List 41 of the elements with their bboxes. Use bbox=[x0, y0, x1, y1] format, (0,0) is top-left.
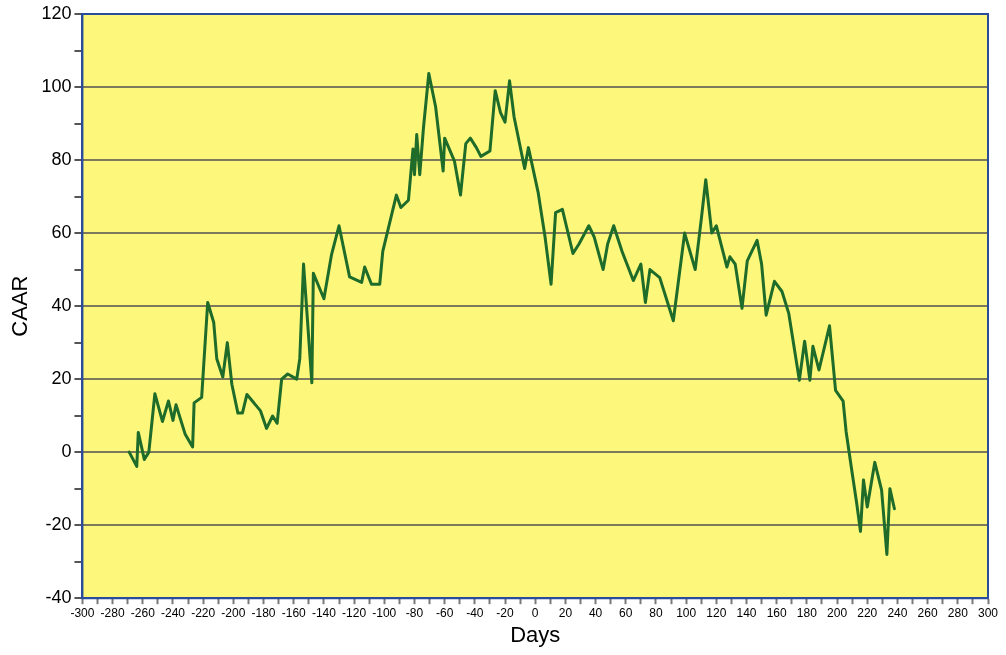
y-tick-label: 100 bbox=[41, 75, 72, 96]
y-tick-label: 80 bbox=[51, 149, 72, 170]
x-tick-label: -120 bbox=[342, 605, 367, 620]
x-tick-label: -100 bbox=[372, 605, 397, 620]
y-tick-label: 120 bbox=[41, 2, 72, 23]
x-tick-label: 220 bbox=[857, 605, 878, 620]
x-tick-label: -180 bbox=[251, 605, 276, 620]
x-tick-label: -80 bbox=[405, 605, 424, 620]
y-tick-label: 20 bbox=[51, 368, 72, 389]
x-tick-label: 0 bbox=[531, 605, 539, 620]
x-tick-label: 120 bbox=[706, 605, 727, 620]
x-axis-title: Days bbox=[510, 621, 561, 647]
x-tick-label: -140 bbox=[311, 605, 337, 620]
x-tick-label: 60 bbox=[619, 605, 633, 620]
x-tick-label: 20 bbox=[558, 605, 573, 620]
x-tick-label: 300 bbox=[977, 605, 999, 620]
x-tick-label: 280 bbox=[947, 605, 969, 620]
x-tick-label: 240 bbox=[887, 605, 908, 620]
x-tick-label: 260 bbox=[917, 605, 938, 620]
x-tick-label: -280 bbox=[100, 605, 125, 620]
x-tick-label: 180 bbox=[796, 605, 818, 620]
x-tick-label: 100 bbox=[676, 605, 697, 620]
x-tick-label: 200 bbox=[827, 605, 848, 620]
x-tick-label: 140 bbox=[736, 605, 757, 620]
x-tick-label: 80 bbox=[649, 605, 663, 620]
x-tick-label: -220 bbox=[191, 605, 216, 620]
y-tick-label: 0 bbox=[61, 441, 72, 462]
y-tick-label: 40 bbox=[51, 295, 72, 316]
x-tick-label: -40 bbox=[466, 605, 484, 620]
x-tick-label: 40 bbox=[588, 605, 603, 620]
x-tick-label: -160 bbox=[281, 605, 307, 620]
y-axis-title: CAAR bbox=[7, 275, 33, 337]
x-tick-label: -60 bbox=[435, 605, 454, 620]
x-tick-label: -300 bbox=[70, 605, 95, 620]
x-tick-label: -260 bbox=[130, 605, 156, 620]
x-tick-label: 160 bbox=[766, 605, 788, 620]
y-tick-label: 60 bbox=[51, 222, 72, 243]
x-tick-label: -20 bbox=[496, 605, 515, 620]
x-tick-label: -200 bbox=[221, 605, 246, 620]
y-tick-label: -20 bbox=[45, 514, 72, 535]
x-tick-label: -240 bbox=[160, 605, 186, 620]
